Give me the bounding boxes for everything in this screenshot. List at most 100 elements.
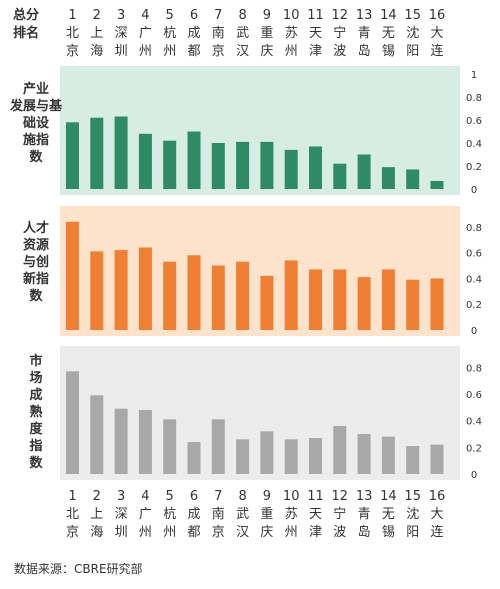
panel-title: 成 [29,387,42,403]
bottom-city-label: 大 [430,507,443,522]
bar [114,408,128,474]
y-tick-label: 0 [471,470,477,481]
top-rank-label: 16 [429,8,446,23]
panel-title: 熟 [29,404,42,420]
bar [284,149,298,189]
bar [333,163,347,189]
bottom-rank-label: 2 [93,489,101,504]
panel-title: 施指 [23,132,49,148]
y-tick-label: 0.8 [466,223,482,234]
panel-title: 资源 [23,237,49,253]
bar [66,221,79,330]
bottom-city-label: 成 [187,507,200,522]
bottom-city-label: 锡 [382,525,395,540]
bottom-city-label: 宁 [333,506,346,522]
top-rank-label: 15 [404,8,421,23]
bottom-city-label: 岛 [358,524,371,540]
panel-title: 人才 [23,220,49,236]
top-rank-label: 13 [356,8,373,23]
bar [406,446,420,474]
bottom-rank-label: 3 [117,489,125,504]
bar [163,419,177,474]
bottom-city-label: 重 [260,506,273,522]
top-city-label: 岛 [358,43,371,59]
y-tick-label: 0.4 [466,417,482,428]
top-rank-label: 5 [166,8,174,23]
y-tick-label: 1 [471,70,477,81]
bar [114,250,128,330]
top-city-label: 海 [90,44,103,59]
bottom-city-label: 州 [285,525,298,540]
bar [187,255,201,330]
top-rank-label: 6 [190,8,198,23]
top-city-label: 连 [430,43,443,59]
y-tick-label: 0.8 [466,93,482,104]
bottom-city-label: 圳 [115,525,128,540]
bar [66,371,79,474]
top-city-label: 青 [358,26,371,41]
top-city-label: 广 [139,26,152,41]
bar [333,426,347,474]
top-city-label: 无 [382,26,395,41]
bar [381,167,395,189]
bar [333,269,347,330]
top-rank-label: 2 [93,8,101,23]
panel-title: 数 [29,288,43,304]
panel-title: 础设 [23,115,50,131]
panel-title: 与创 [23,254,49,270]
top-city-label: 庆 [260,44,273,59]
bar [236,141,250,189]
bar [260,275,274,330]
bottom-city-label: 北 [66,507,79,522]
bar [163,140,177,189]
panel-title: 产业 [23,81,49,97]
top-rank-label: 14 [380,8,397,23]
bar [406,169,420,189]
y-tick-label: 0.4 [466,139,482,150]
top-city-label: 大 [430,26,443,41]
top-city-label: 州 [163,44,176,59]
y-tick-label: 0.6 [466,390,482,401]
bottom-city-label: 南 [212,506,225,522]
bottom-rank-label: 13 [356,489,373,504]
top-city-label: 圳 [115,44,128,59]
panel-title: 指 [29,438,42,454]
bottom-city-label: 天 [309,507,322,522]
bottom-rank-label: 4 [141,489,149,504]
bar [430,278,444,330]
panel-title: 度 [29,421,43,437]
top-rank-label: 3 [117,8,125,23]
y-tick-label: 0 [471,326,477,337]
top-rank-label: 8 [238,8,246,23]
bar [138,410,152,474]
top-city-label: 州 [139,44,152,59]
bottom-city-label: 波 [333,525,346,540]
bottom-rank-label: 7 [214,489,222,504]
top-city-label: 北 [66,26,79,41]
bottom-rank-label: 10 [283,489,300,504]
top-city-label: 天 [309,26,322,41]
top-rank-label: 12 [332,8,349,23]
top-city-label: 波 [333,44,346,59]
panel-title: 数 [29,149,43,165]
top-city-label: 汉 [236,44,249,59]
bar [381,436,395,474]
bottom-city-label: 深 [115,507,128,522]
bottom-city-label: 青 [358,507,371,522]
panel-title: 新指 [23,271,49,287]
bar [138,133,152,189]
top-city-label: 宁 [333,25,346,41]
y-tick-label: 0 [471,185,477,196]
bar [211,143,225,189]
y-tick-label: 0.2 [466,300,482,311]
bottom-city-label: 庆 [260,525,273,540]
bar [406,279,420,330]
source-note: 数据来源：CBRE研究部 [14,562,143,576]
top-city-label: 深 [115,26,128,41]
bottom-rank-label: 1 [68,489,76,504]
y-tick-label: 0.2 [466,162,482,173]
bottom-city-label: 州 [163,525,176,540]
bar [90,117,104,189]
top-city-label: 州 [285,44,298,59]
